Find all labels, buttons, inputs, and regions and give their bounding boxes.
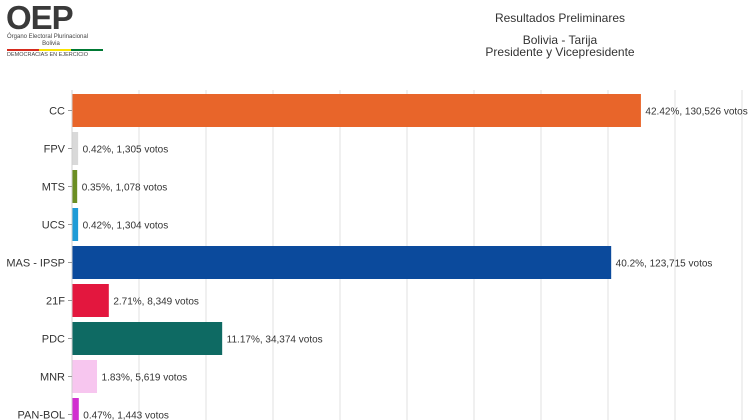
category-label: 21F: [46, 296, 65, 308]
data-label: 42.42%, 130,526 votos: [645, 107, 747, 118]
category-label: PAN-BOL: [18, 410, 65, 420]
bar: [72, 360, 98, 393]
category-label: FPV: [44, 144, 66, 156]
category-label: MNR: [40, 372, 65, 384]
bar: [72, 94, 641, 127]
category-label: CC: [49, 106, 65, 118]
bar: [72, 322, 223, 355]
logo-subtitle: Órgano Electoral Plurinacional: [7, 34, 89, 40]
data-label: 11.17%, 34,374 votos: [227, 335, 323, 346]
bar: [72, 208, 79, 241]
logo-wordmark: OEP: [6, 0, 74, 36]
data-label: 0.42%, 1,305 votos: [83, 145, 169, 156]
bar: [72, 170, 78, 203]
bar: [72, 246, 612, 279]
bar: [72, 398, 79, 420]
data-label: 1.83%, 5,619 votos: [102, 373, 188, 384]
logo-country: Bolivia: [42, 41, 60, 47]
data-label: 0.47%, 1,443 votos: [83, 411, 169, 420]
logo-color-stripe: [7, 49, 103, 51]
category-label: MAS - IPSP: [6, 258, 65, 270]
bar: [72, 132, 79, 165]
data-label: 0.35%, 1,078 votos: [82, 183, 168, 194]
data-label: 0.42%, 1,304 votos: [83, 221, 169, 232]
category-label: MTS: [42, 182, 65, 194]
oep-logo: OEP Órgano Electoral Plurinacional Boliv…: [6, 0, 106, 60]
data-label: 40.2%, 123,715 votos: [616, 259, 713, 270]
results-location: Bolivia - Tarija: [522, 33, 598, 47]
category-label: UCS: [42, 220, 65, 232]
logo-tagline: DEMOCRACIAS EN EJERCICIO: [7, 52, 88, 58]
data-label: 2.71%, 8,349 votos: [113, 297, 199, 308]
results-title: Resultados Preliminares: [494, 11, 626, 25]
results-election: Presidente y Vicepresidente: [485, 45, 635, 59]
bar: [72, 284, 109, 317]
category-label: PDC: [42, 334, 65, 346]
